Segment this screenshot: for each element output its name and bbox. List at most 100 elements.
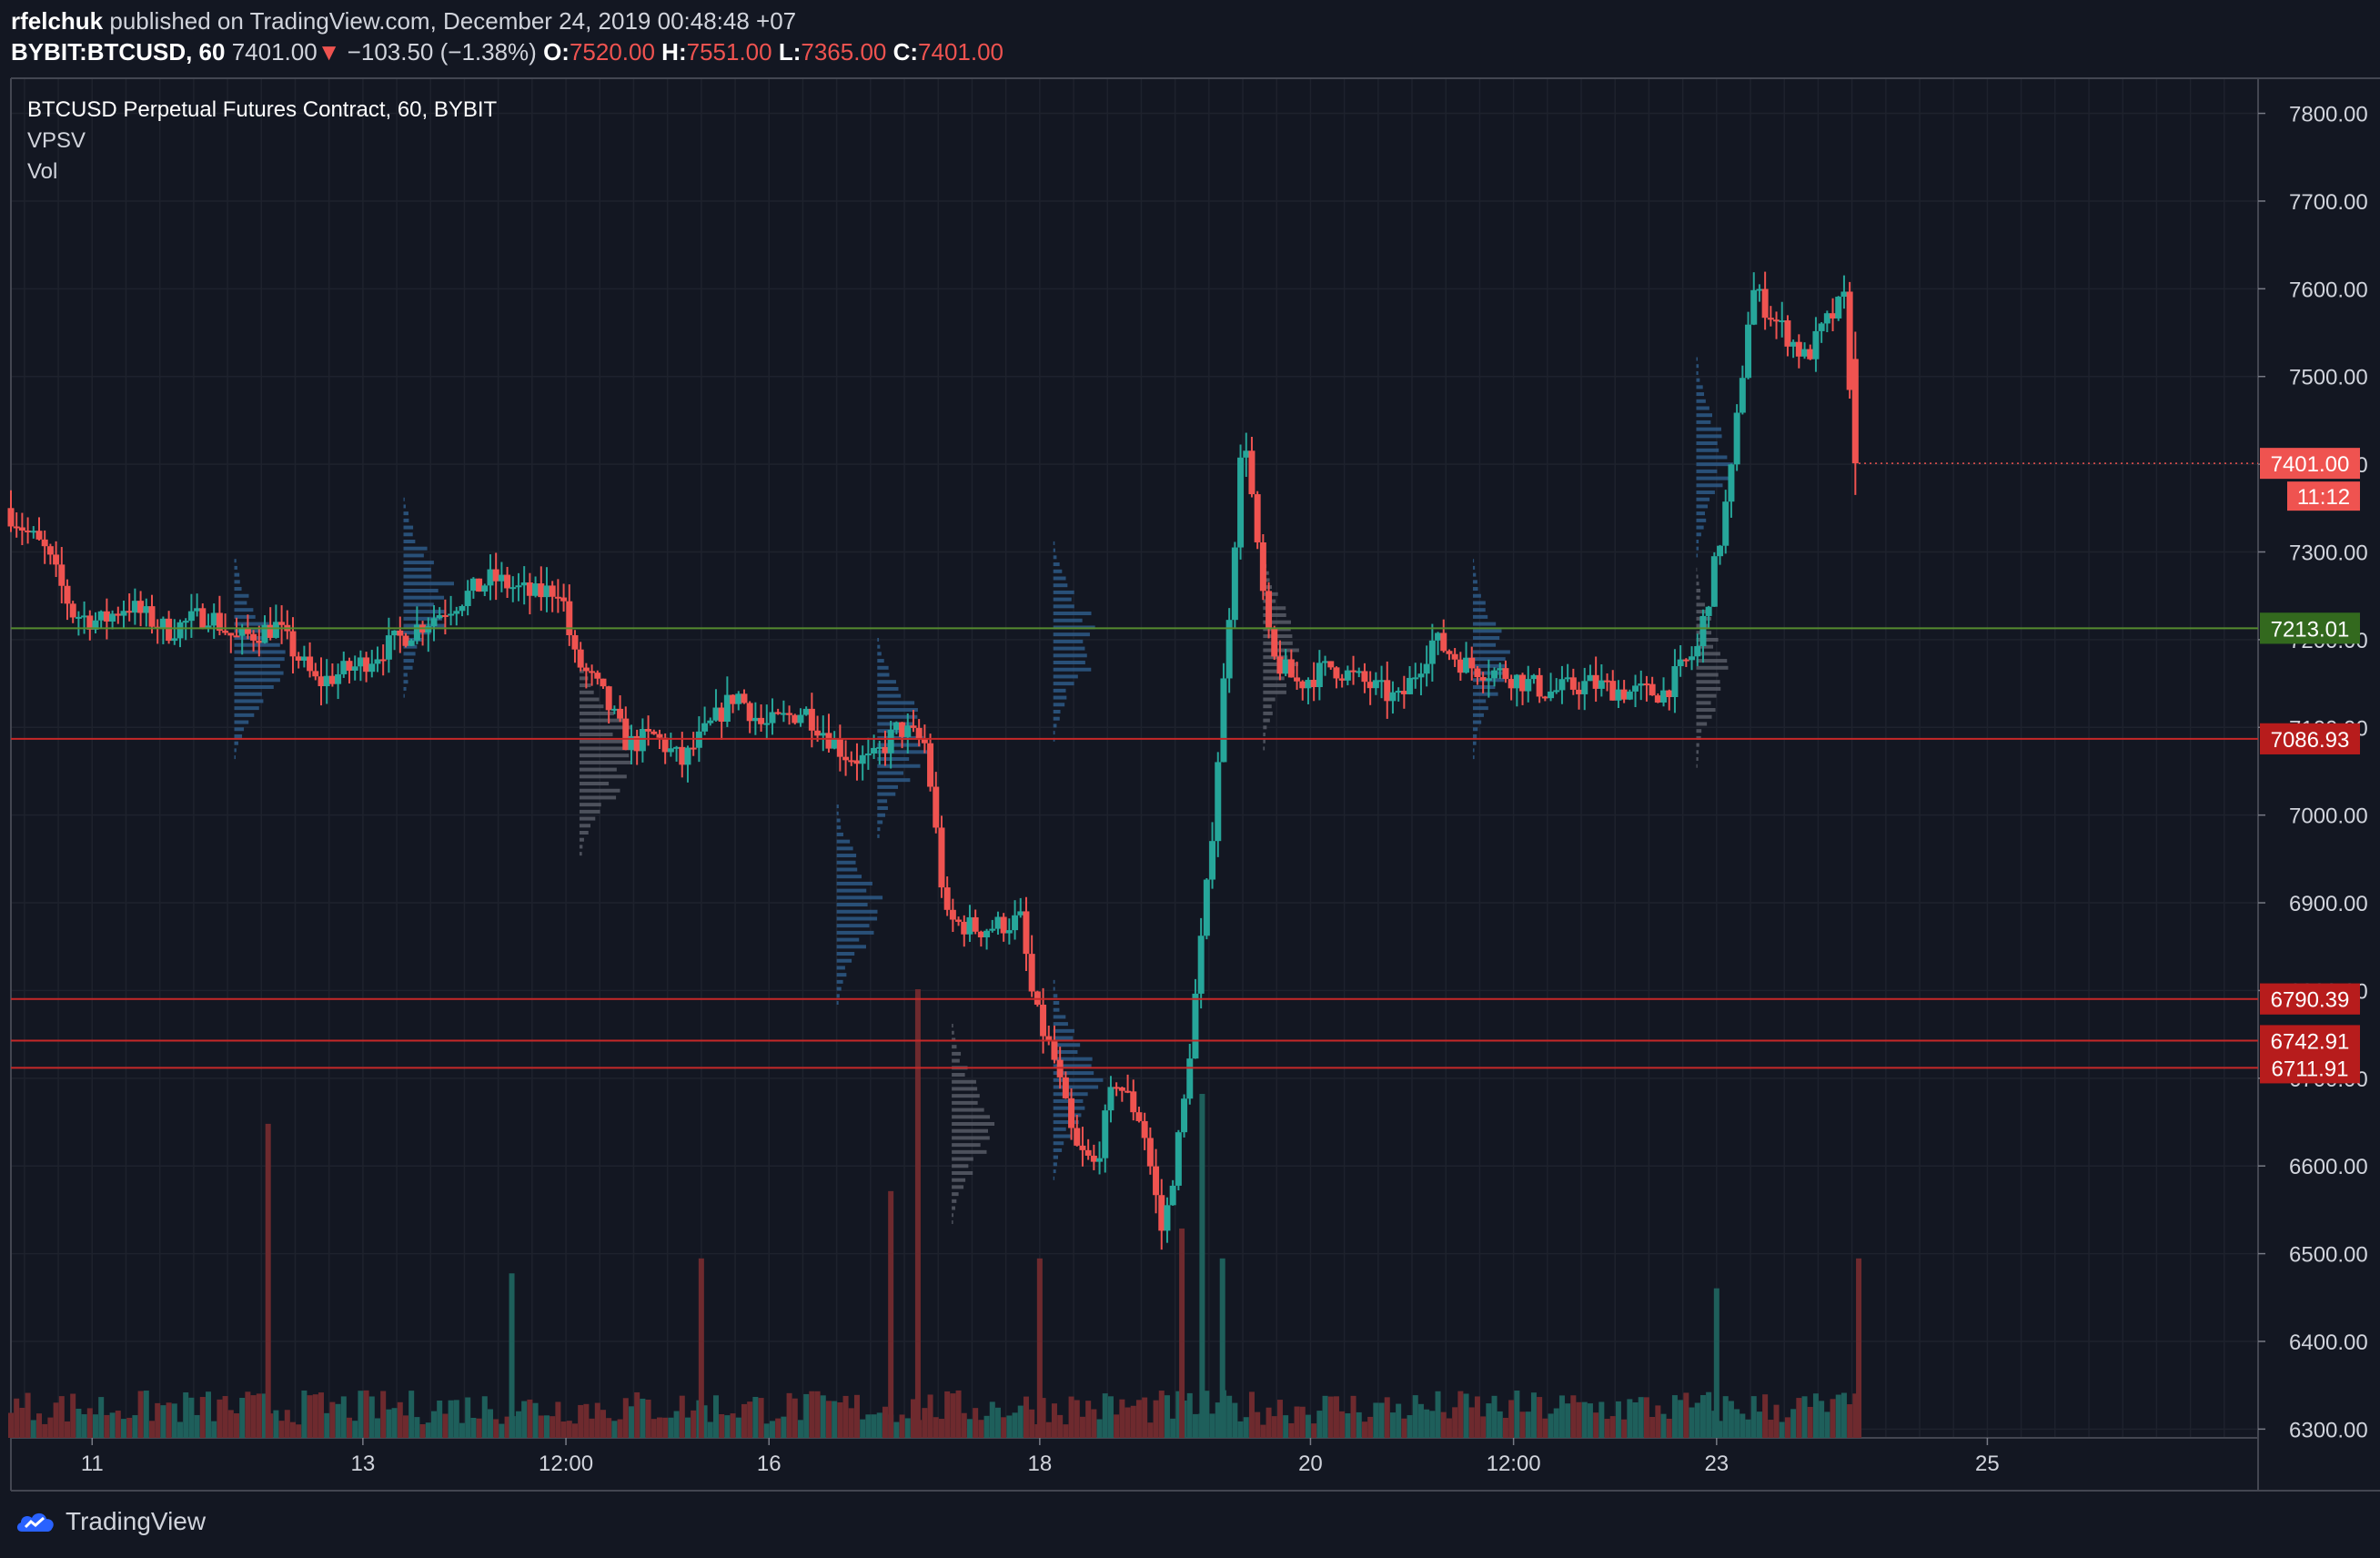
volume-profile-bar [1696,427,1721,431]
volume-profile-bar [1053,1127,1066,1131]
volume-profile-bar [579,739,630,744]
price-tick-label: 7800.00 [2289,103,2368,127]
volume-bar [1525,1411,1531,1438]
candle-body [1609,681,1617,701]
legend-vpsv[interactable]: VPSV [27,128,86,153]
volume-profile-bar [952,1192,959,1197]
volume-profile-bar [836,979,843,984]
volume-bar [983,1415,990,1438]
volume-profile-bar [1053,653,1087,658]
volume-profile-bar [1696,686,1721,691]
price-axis-area [2258,78,2380,1491]
volume-bar [301,1390,308,1438]
candle-body [842,756,850,761]
volume-profile-bar [1696,757,1699,762]
volume-bar [1006,1415,1013,1438]
candle-body [166,618,173,642]
volume-bar [978,1420,984,1438]
countdown-label: 11:12 [2297,485,2350,510]
volume-profile-bar [877,652,882,656]
volume-bar [176,1421,183,1438]
volume-profile-bar [836,825,842,830]
volume-profile-bar [1696,525,1704,530]
candle-body [1361,671,1368,683]
volume-profile-bar [234,559,237,563]
volume-bar [476,1418,482,1438]
volume-bar [1627,1399,1633,1438]
candle-body [1186,1058,1194,1099]
volume-bar [1508,1400,1515,1438]
tradingview-logo[interactable]: TradingView [15,1507,206,1536]
candle-body [1096,1158,1104,1162]
legend-vol[interactable]: Vol [27,159,58,184]
volume-bar [188,1397,195,1438]
volume-profile-bar [234,755,236,760]
author-name[interactable]: rfelchuk [11,7,104,35]
candle-body [1745,324,1752,379]
candle-body [792,714,799,723]
candle-body [1677,659,1684,667]
candle-body [487,569,494,586]
volume-profile-bar [1696,504,1709,509]
volume-profile-bar [1053,731,1055,735]
volume-bar [825,1401,832,1438]
candle-body [385,635,392,660]
volume-bar [966,1419,973,1438]
candle-body [1513,674,1520,689]
volume-profile-bar [403,582,454,586]
volume-bar [814,1391,821,1438]
candle-body [1497,668,1504,671]
volume-bar [1186,1392,1193,1438]
candle-body [1271,627,1278,657]
volume-profile-bar [1696,665,1729,670]
published-info: rfelchuk published on TradingView.com, D… [11,7,796,35]
volume-profile-bar [234,601,247,605]
candle-body [1225,620,1233,679]
volume-bar [8,1412,14,1438]
volume-profile-bar [952,1087,978,1091]
volume-profile-bar [836,937,860,942]
volume-profile-bar [1053,1169,1056,1174]
volume-profile-bar [1696,574,1699,579]
volume-profile-bar [1696,364,1699,369]
volume-profile-bar [403,588,439,592]
volume-bar [47,1417,54,1438]
volume-profile-bar [877,680,896,684]
candle-body [481,585,489,592]
volume-profile-bar [1696,637,1719,642]
volume-bar [493,1419,499,1438]
volume-bar [1463,1393,1469,1438]
volume-profile-bar [836,860,856,865]
volume-profile-bar [234,727,245,732]
volume-bar [205,1391,211,1438]
volume-bar [53,1402,59,1438]
volume-bar [1074,1400,1080,1438]
volume-bar [1271,1416,1277,1438]
volume-bar [1638,1397,1644,1438]
volume-profile-bar [1696,764,1698,768]
volume-profile-bar [1053,646,1085,651]
volume-bar [1158,1391,1165,1438]
legend-title[interactable]: BTCUSD Perpetual Futures Contract, 60, B… [27,97,498,122]
volume-bar [914,988,921,1438]
candle-body [1626,691,1633,700]
volume-profile-bar [877,693,902,698]
volume-bar [1373,1402,1379,1438]
volume-profile-bar [836,832,843,836]
volume-bar [335,1403,341,1438]
volume-profile-bar [1472,657,1506,662]
candle-body [1790,341,1797,347]
volume-bar [1706,1391,1712,1438]
volume-profile-bar [1696,673,1719,677]
volume-profile-bar [403,504,406,509]
volume-profile-bar [1053,1085,1099,1089]
candle-body [707,720,714,723]
volume-bar [1135,1400,1142,1438]
volume-bar [1124,1407,1131,1438]
volume-bar [1305,1414,1311,1438]
volume-profile-bar [1696,602,1705,607]
volume-bar [380,1391,387,1438]
volume-bar [1565,1403,1571,1438]
volume-bar [1856,1258,1862,1438]
